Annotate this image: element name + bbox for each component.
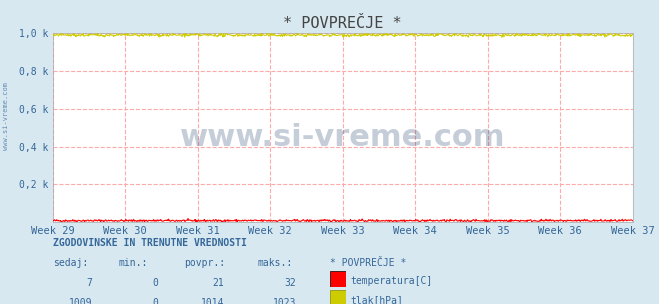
Text: 0: 0 — [152, 278, 158, 288]
Text: 7: 7 — [86, 278, 92, 288]
Text: maks.:: maks.: — [257, 258, 292, 268]
Text: povpr.:: povpr.: — [185, 258, 225, 268]
Text: min.:: min.: — [119, 258, 148, 268]
Text: 0: 0 — [152, 298, 158, 304]
Text: www.si-vreme.com: www.si-vreme.com — [3, 81, 9, 150]
Text: * POVPREČJE *: * POVPREČJE * — [330, 258, 406, 268]
Text: 1009: 1009 — [69, 298, 92, 304]
Text: 1014: 1014 — [200, 298, 224, 304]
Text: 21: 21 — [212, 278, 224, 288]
Text: ZGODOVINSKE IN TRENUTNE VREDNOSTI: ZGODOVINSKE IN TRENUTNE VREDNOSTI — [53, 238, 246, 248]
Text: sedaj:: sedaj: — [53, 258, 88, 268]
Text: 32: 32 — [285, 278, 297, 288]
Text: tlak[hPa]: tlak[hPa] — [351, 295, 403, 304]
FancyBboxPatch shape — [330, 290, 346, 304]
Text: temperatura[C]: temperatura[C] — [351, 276, 433, 286]
Text: 1023: 1023 — [273, 298, 297, 304]
Text: www.si-vreme.com: www.si-vreme.com — [180, 123, 505, 152]
FancyBboxPatch shape — [330, 271, 346, 287]
Title: * POVPREČJE *: * POVPREČJE * — [283, 16, 402, 31]
